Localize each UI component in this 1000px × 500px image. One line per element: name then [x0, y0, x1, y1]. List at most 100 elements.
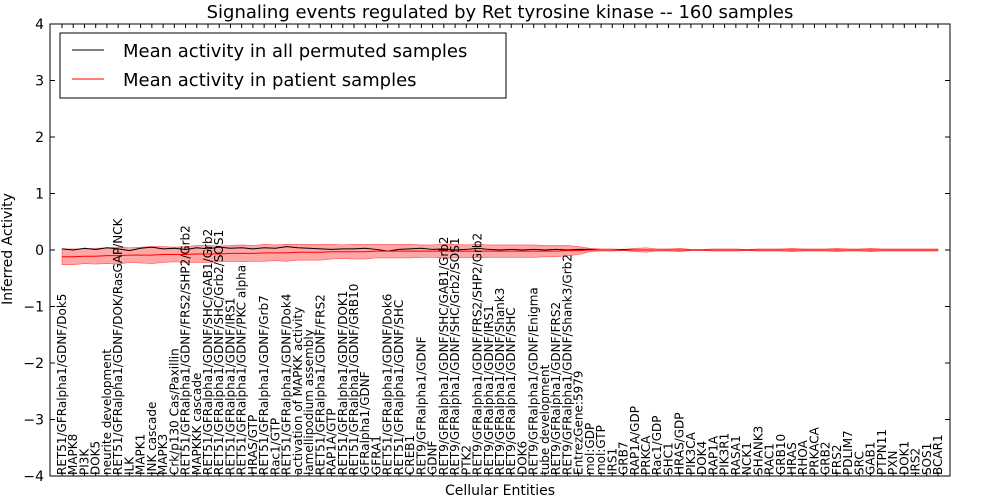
category-label: RASA1 [729, 435, 743, 475]
category-label: PXN [886, 451, 900, 475]
y-tick-label: 2 [35, 130, 44, 146]
y-tick-label: 0 [35, 243, 44, 259]
category-label: RET51/GFRalpha1/GDNF/IRS1 [223, 298, 237, 475]
category-label: JNK cascade [145, 402, 159, 476]
category-label: lamellipodium assembly [302, 329, 316, 475]
category-label: FRS2 [830, 445, 844, 476]
category-labels: RET51/GFRalpha1/GDNF/Dok5MAPK8PI3KDOK5ne… [55, 217, 945, 476]
y-ticks: −4 −3 −2 −1 0 1 2 3 4 [23, 17, 950, 485]
category-label: RET51/GFRalpha1/GDNF/FRS2 [313, 294, 327, 475]
category-label: MAPKKK cascade [190, 373, 204, 475]
legend-box [59, 32, 507, 99]
series-group [61, 246, 938, 258]
category-label: CREB1 [403, 435, 417, 475]
category-label: mol:GDP [583, 423, 597, 475]
category-label: GFRA1 [369, 435, 383, 475]
category-label: NCK1 [740, 442, 754, 475]
category-label: neurite development [100, 349, 114, 475]
category-label: RET9/GFRalpha1/GDNF [414, 336, 428, 475]
category-label: MAPK1 [134, 434, 148, 475]
category-label: Crk/p130 Cas/Paxillin [167, 348, 181, 475]
y-tick-label: −3 [23, 413, 44, 429]
category-label: RET51/GFRalpha1/GDNF/SHC/Grb2/SOS1 [212, 230, 226, 475]
y-tick-label: 3 [35, 74, 44, 90]
category-label: RET9/GFRalpha1/GDNF/FRS2/SHP2/Grb2 [471, 233, 485, 475]
category-label: RET51/GFRalpha1/GDNF/Dok4 [280, 294, 294, 475]
category-label: PRKCA [639, 435, 653, 475]
category-label: RET51/GFRalpha1/GDNF/FRS2/SHP2/Grb2 [179, 225, 193, 475]
y-axis-label: Inferred Activity [0, 193, 16, 305]
category-label: PIK3R1 [718, 433, 732, 475]
x-axis-label: Cellular Entities [445, 483, 555, 499]
category-label: PIK3CA [684, 431, 698, 475]
category-label: GDNF [426, 440, 440, 475]
category-label: GRB2 [819, 441, 833, 475]
category-label: IRS2 [909, 448, 923, 475]
category-label: RAC1 [763, 443, 777, 475]
category-label: RET9/GFRalpha1/GDNF/Shank3 [493, 288, 507, 475]
category-label: RET51/GFRalpha1/GDNF/GRB10 [347, 284, 361, 475]
category-label: mol:GTP [594, 425, 608, 475]
category-label: RET9/GFRalpha1/GDNF/FRS2 [549, 302, 563, 475]
category-label: RET51/GFRalpha1/GDNF/Grb7 [257, 295, 271, 475]
y-tick-label: 1 [35, 187, 44, 203]
category-label: PTK2 [459, 445, 473, 475]
category-label: HRAS/GDP [673, 412, 687, 475]
category-label: RAP1A/GTP [325, 408, 339, 475]
y-tick-label: −4 [23, 469, 44, 485]
category-label: PDLIM7 [841, 430, 855, 475]
category-label: RAP1A [706, 435, 720, 475]
legend-label-permuted: Mean activity in all permuted samples [123, 41, 467, 62]
category-label: RET9/GFRalpha1/GDNF/IRS1 [482, 305, 496, 475]
category-label: tube development [538, 364, 552, 475]
category-label: DOK4 [695, 441, 709, 475]
category-label: RET9/GFRalpha1/GDNF/SHC/Grb2/SOS1 [448, 237, 462, 475]
ci-band-group [61, 244, 939, 265]
patient-mean-line [62, 249, 938, 258]
category-label: GFRalpha1/GDNF [358, 371, 372, 475]
y-tick-label: −1 [23, 300, 44, 316]
category-label: MAPK3 [156, 434, 170, 475]
category-label: SOS1 [920, 443, 934, 475]
category-label: RET51/GFRalpha1/GDNF/SHC/GAB1/Grb2 [201, 229, 215, 475]
legend-label-patient: Mean activity in patient samples [123, 70, 417, 91]
category-label: SHC1 [661, 442, 675, 475]
category-label: RET9/GFRalpha1/GDNF/SHC [504, 307, 518, 475]
category-label: SHANK3 [751, 426, 765, 475]
patient-ci-band [61, 244, 939, 265]
category-label: IRS1 [605, 448, 619, 475]
category-label: RET51/GFRalpha1/GDNF/Dok5 [55, 294, 69, 475]
category-label: GAB1 [864, 442, 878, 475]
category-label: PRKACA [807, 426, 821, 475]
category-label: Rac1/GTP [268, 418, 282, 475]
category-label: BCAR1 [931, 434, 945, 475]
category-label: RET51/GFRalpha1/GDNF/SHC [392, 300, 406, 475]
y-tick-label: 4 [35, 17, 44, 33]
y-tick-label: −2 [23, 356, 44, 372]
category-label: RAP1A/GDP [628, 406, 642, 475]
category-label: RHOA [796, 439, 810, 475]
category-label: PI3K [77, 448, 91, 475]
category-label: HRAS/GTP [246, 415, 260, 475]
x-ticks [61, 24, 939, 476]
category-label: Rac1/GDP [650, 416, 664, 475]
category-label: EntrezGene:5979 [572, 371, 586, 476]
category-label: RET51/GFRalpha1/GDNF/DOK1 [336, 291, 350, 475]
category-label: DOK6 [515, 441, 529, 475]
category-label: DOK1 [897, 441, 911, 475]
chart-title: Signaling events regulated by Ret tyrosi… [207, 2, 794, 23]
category-label: DOK5 [89, 441, 103, 475]
category-label: ILK [122, 456, 136, 475]
category-label: GRB10 [774, 434, 788, 475]
category-label: SRC [852, 451, 866, 475]
category-label: activation of MAPKK activity [291, 307, 305, 475]
category-label: RET51/GFRalpha1/GDNF/Dok6 [381, 294, 395, 475]
category-label: RET51/GFRalpha1/GDNF/DOK/RasGAP/NCK [111, 217, 125, 475]
legend: Mean activity in all permuted samples Me… [59, 32, 507, 99]
category-label: RET51/GFRalpha1/GDNF/PKC alpha [235, 265, 249, 475]
category-label: HRAS [785, 442, 799, 475]
category-label: RET9/GFRalpha1/GDNF/SHC/GAB1/Grb2 [437, 236, 451, 475]
category-label: RET9/GFRalpha1/GDNF/Enigma [527, 287, 541, 475]
category-label: GRB7 [617, 441, 631, 475]
